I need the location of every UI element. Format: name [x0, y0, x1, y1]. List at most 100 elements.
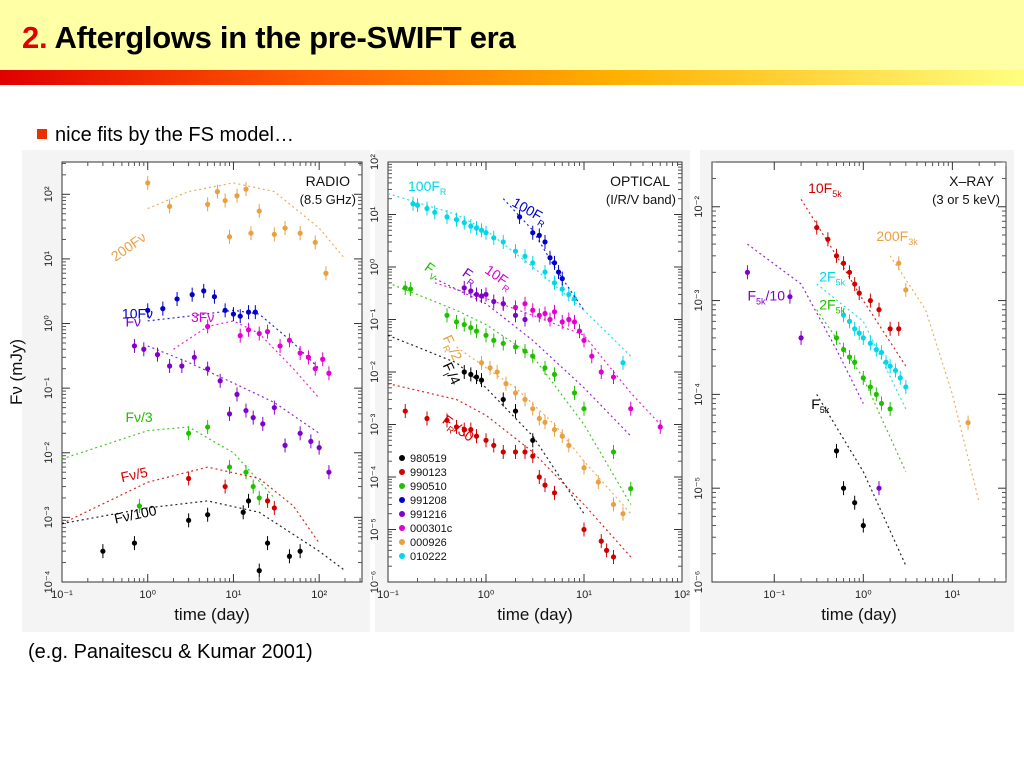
- legend-marker: [399, 539, 405, 545]
- data-point: [312, 239, 318, 246]
- data-point: [867, 340, 873, 346]
- series-991208: 10Fν: [122, 283, 320, 370]
- y-tick-label: 10⁻⁶: [369, 571, 381, 594]
- y-tick-label: 10⁻⁴: [693, 383, 705, 406]
- data-point: [897, 375, 903, 381]
- y-tick-label: 10⁰: [43, 315, 55, 332]
- series-010222: 2F5k: [816, 268, 909, 410]
- data-point: [473, 374, 480, 380]
- data-point: [547, 255, 553, 261]
- data-point: [453, 424, 460, 430]
- data-point: [883, 359, 889, 365]
- series-label: 10F5k: [808, 180, 842, 199]
- data-point: [316, 445, 322, 451]
- data-point: [414, 202, 421, 208]
- data-point: [896, 260, 902, 266]
- y-tick-label: 10⁻⁶: [693, 571, 705, 594]
- data-point: [145, 307, 151, 313]
- model-curve: [173, 320, 320, 399]
- panel-subtitle: (I/R/V band): [606, 192, 676, 207]
- series-label: Fν: [125, 313, 141, 329]
- data-point: [491, 337, 497, 343]
- data-point: [542, 419, 548, 425]
- data-point: [468, 426, 474, 433]
- x-tick-label: 10²: [311, 589, 327, 601]
- data-point: [581, 406, 587, 412]
- panel-title: OPTICAL: [610, 173, 670, 189]
- data-point: [473, 225, 480, 231]
- data-point: [478, 377, 485, 383]
- data-point: [478, 360, 485, 366]
- data-point: [189, 292, 195, 298]
- data-point: [468, 325, 474, 331]
- data-point: [461, 321, 467, 328]
- y-tick-label: 10⁻⁴: [43, 570, 55, 593]
- model-curve: [147, 345, 320, 434]
- panel-subtitle: (3 or 5 keV): [932, 192, 1000, 207]
- data-point: [522, 253, 528, 259]
- data-point: [500, 301, 506, 307]
- data-point: [461, 369, 467, 375]
- legend-marker: [399, 483, 405, 489]
- model-curve: [61, 466, 320, 544]
- data-point: [551, 371, 558, 378]
- data-point: [226, 411, 233, 417]
- series-990123: Fν/5: [61, 464, 320, 544]
- data-point: [243, 407, 249, 414]
- legend: 980519 990123 990510 991208 991216 000301c 000…: [399, 453, 453, 563]
- data-point: [154, 352, 161, 358]
- data-point: [852, 281, 858, 287]
- data-point: [530, 453, 536, 459]
- data-point: [237, 333, 243, 339]
- data-point: [222, 307, 228, 313]
- data-point: [657, 424, 663, 430]
- data-point: [131, 540, 138, 546]
- data-point: [468, 371, 474, 378]
- optical-panel: 10⁻¹ 10⁰ 10¹ 10² 10⁻⁶ 10⁻⁵ 10⁻⁴ 10⁻³ 10⁻² 10⁻¹ 10⁰…: [369, 150, 690, 632]
- data-point: [856, 330, 862, 336]
- data-point: [873, 391, 879, 397]
- series-label: 2F5k: [819, 297, 845, 316]
- data-point: [798, 335, 804, 341]
- data-point: [536, 415, 542, 422]
- data-point: [530, 353, 536, 359]
- data-point: [205, 323, 211, 330]
- data-point: [581, 526, 587, 533]
- x-axis-label: time (day): [174, 605, 250, 624]
- data-point: [424, 205, 430, 212]
- data-point: [512, 304, 519, 311]
- x-tick-label: 10⁻¹: [51, 589, 73, 601]
- legend-entry: 990123: [410, 467, 447, 479]
- model-curve: [502, 198, 585, 311]
- data-point: [581, 337, 587, 343]
- data-point: [487, 365, 493, 371]
- data-point: [252, 309, 258, 315]
- data-point: [131, 343, 138, 349]
- data-point: [522, 449, 528, 455]
- data-point: [179, 363, 185, 369]
- data-point: [186, 430, 192, 436]
- data-point: [473, 433, 480, 439]
- data-point: [186, 475, 192, 482]
- x-tick-label: 10⁰: [139, 589, 156, 601]
- series-990510: Fν/3: [61, 409, 275, 514]
- y-axis-label: Fν (mJy): [7, 339, 26, 405]
- data-point: [286, 553, 293, 559]
- data-point: [494, 369, 500, 375]
- legend-marker: [399, 497, 405, 503]
- data-point: [522, 301, 528, 307]
- data-point: [260, 421, 266, 427]
- data-point: [491, 298, 497, 305]
- data-point: [522, 396, 528, 403]
- data-point: [856, 290, 862, 296]
- data-point: [226, 234, 233, 240]
- series-label: F5k/10: [747, 288, 785, 307]
- data-point: [186, 517, 192, 523]
- data-point: [326, 469, 332, 475]
- data-point: [903, 384, 909, 390]
- y-tick-label: 10⁻⁵: [369, 518, 381, 541]
- data-point: [468, 223, 474, 229]
- data-point: [226, 464, 233, 470]
- data-point: [566, 291, 572, 298]
